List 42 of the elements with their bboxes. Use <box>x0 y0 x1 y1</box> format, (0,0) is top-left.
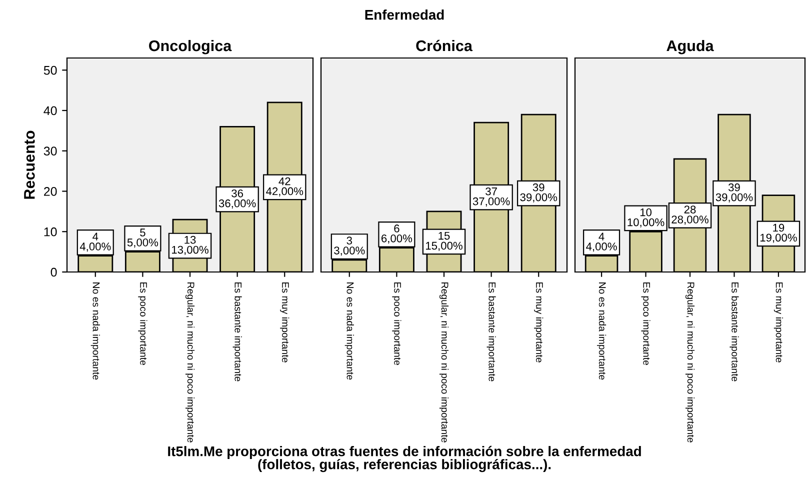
data-label: 36 36,00% <box>218 189 256 209</box>
data-label: 42 42,00% <box>266 177 304 196</box>
x-tick-label: Es muy importante <box>774 282 783 362</box>
x-tick-label: No es nada importante <box>90 282 100 380</box>
text: Enfermedad <box>365 10 444 20</box>
x-tick-label: Es bastante importante <box>232 282 242 382</box>
data-label: 5 5,00% <box>127 228 158 248</box>
chart-title: Crónica <box>416 40 473 52</box>
data-label: 37 37,00% <box>472 187 510 207</box>
data-label: 19 19,00% <box>760 224 797 243</box>
x-tick-label: Es bastante importante <box>486 282 496 382</box>
y-tick-label: 20 <box>44 187 57 196</box>
x-tick-label: No es nada importante <box>597 282 606 380</box>
x-tick-label: Es bastante importante <box>730 282 739 382</box>
data-label: 6 6,00% <box>382 224 412 244</box>
y-tick-label: 10 <box>44 227 57 236</box>
x-tick-label: Es poco importante <box>392 282 402 366</box>
x-axis-title: It5lm.Me proporciona otras fuentes de información sobre la enfermedad (folletos, guías, referencias bibliográficas...). <box>168 446 641 472</box>
y-tick-label: 30 <box>44 146 57 156</box>
y-tick-label: 50 <box>44 66 57 75</box>
x-tick-label: Regular, ni mucho ni poco importante <box>685 282 695 442</box>
data-label: 39 39,00% <box>520 183 558 203</box>
y-tick-label: 40 <box>44 106 57 116</box>
data-label: 10 10,00% <box>628 208 664 228</box>
y-axis-title: Recuento <box>24 130 35 199</box>
y-tick-label: 0 <box>50 268 57 277</box>
data-label: 3 3,00% <box>334 236 365 256</box>
x-tick-label: Es muy importante <box>280 282 290 362</box>
x-tick-label: Es poco importante <box>641 282 650 366</box>
data-label: 4 4,00% <box>586 232 617 252</box>
data-label: 28 28,00% <box>672 206 708 225</box>
x-tick-label: Es poco importante <box>138 282 148 366</box>
data-label: 13 13,00% <box>172 236 208 256</box>
data-label: 15 15,00% <box>426 232 462 251</box>
data-label: 4 4,00% <box>80 232 111 252</box>
chart-title: Oncologica <box>149 40 232 54</box>
x-tick-label: Regular, ni mucho ni poco importante <box>439 282 449 442</box>
data-label: 39 39,00% <box>716 183 753 203</box>
x-tick-label: Regular, ni mucho ni poco importante <box>185 282 195 442</box>
x-tick-label: Es muy importante <box>534 282 544 362</box>
x-tick-label: No es nada importante <box>344 282 354 380</box>
chart-title: Aguda <box>666 40 714 54</box>
